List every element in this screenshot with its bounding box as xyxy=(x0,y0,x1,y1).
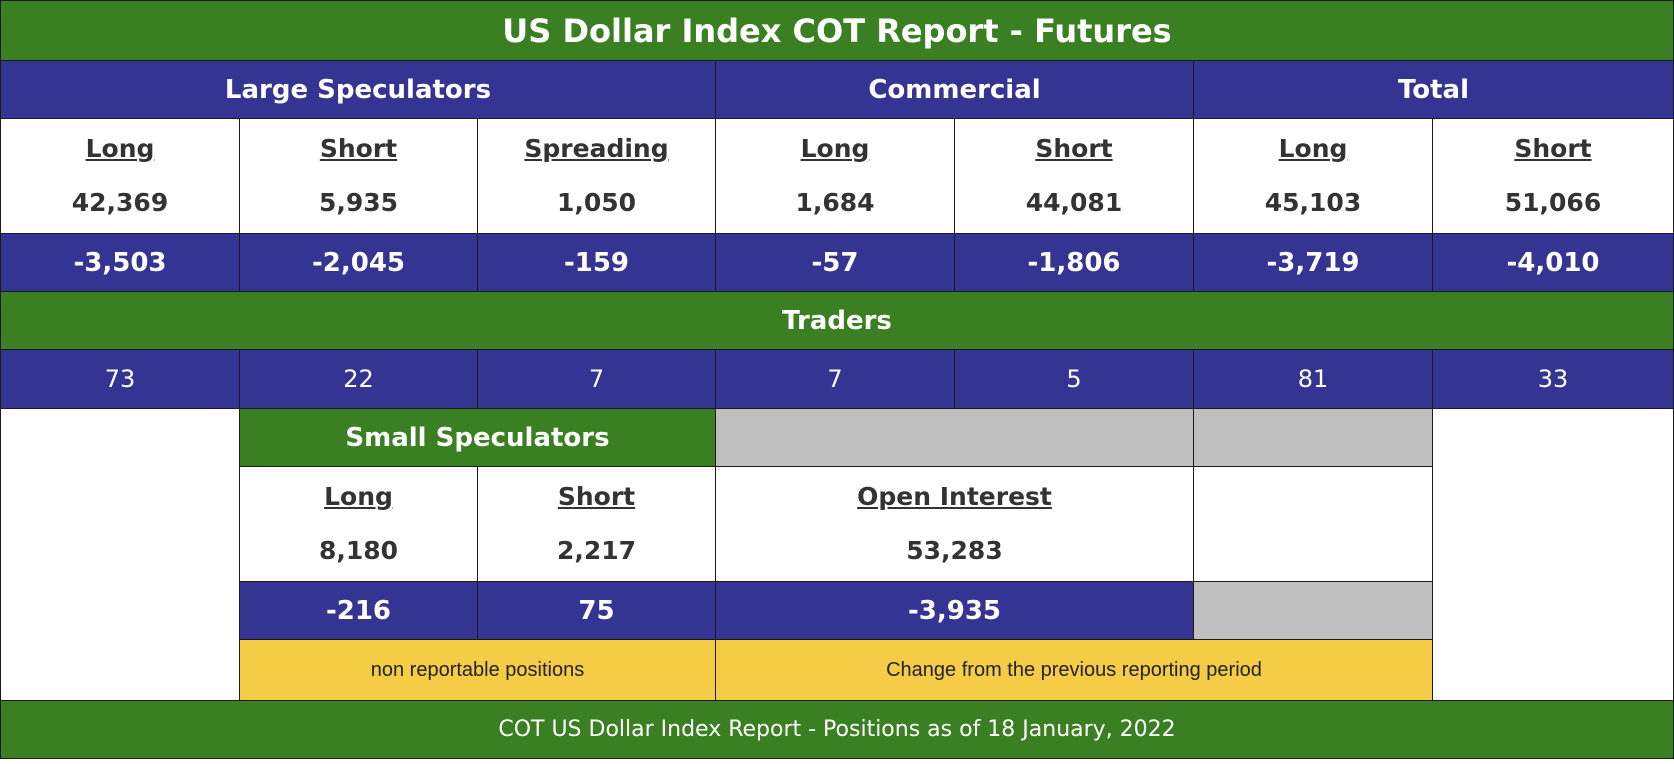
total-long-traders: 81 xyxy=(1193,349,1433,409)
small-spec-short-change: 75 xyxy=(477,581,716,640)
total-long-cell: Long 45,103 xyxy=(1193,118,1433,234)
header-commercial: Commercial xyxy=(715,60,1194,119)
gray-filler-cell-right xyxy=(1193,408,1433,467)
header-total: Total xyxy=(1193,60,1674,119)
large-spec-short-cell: Short 5,935 xyxy=(239,118,478,234)
commercial-short-traders: 5 xyxy=(954,349,1194,409)
commercial-long-traders: 7 xyxy=(715,349,955,409)
right-blank-cell xyxy=(1432,408,1674,701)
open-interest-cell: Open Interest 53,283 xyxy=(715,466,1194,582)
commercial-short-label: Short xyxy=(1035,134,1113,163)
commercial-long-label: Long xyxy=(800,134,870,163)
small-spec-short-label: Short xyxy=(557,482,636,511)
total-long-change: -3,719 xyxy=(1193,233,1433,292)
open-interest-change: -3,935 xyxy=(715,581,1194,640)
large-spec-spreading-change: -159 xyxy=(477,233,716,292)
large-spec-spreading-value: 1,050 xyxy=(556,188,637,217)
large-spec-short-value: 5,935 xyxy=(318,188,399,217)
large-spec-long-value: 42,369 xyxy=(71,188,169,217)
small-spec-long-change: -216 xyxy=(239,581,478,640)
total-short-cell: Short 51,066 xyxy=(1432,118,1674,234)
header-large-speculators: Large Speculators xyxy=(0,60,716,119)
commercial-long-change: -57 xyxy=(715,233,955,292)
gray-filler-cell-lower xyxy=(1193,581,1433,640)
small-spec-long-cell: Long 8,180 xyxy=(239,466,478,582)
left-blank-cell xyxy=(0,408,240,701)
large-spec-spreading-traders: 7 xyxy=(477,349,716,409)
small-spec-long-label: Long xyxy=(324,482,393,511)
open-interest-value: 53,283 xyxy=(906,536,1003,565)
commercial-long-value: 1,684 xyxy=(795,188,875,217)
total-long-value: 45,103 xyxy=(1264,188,1362,217)
large-spec-spreading-label: Spreading xyxy=(524,134,669,163)
large-spec-long-label: Long xyxy=(85,134,155,163)
large-spec-spreading-cell: Spreading 1,050 xyxy=(477,118,716,234)
large-spec-long-change: -3,503 xyxy=(0,233,240,292)
traders-header: Traders xyxy=(0,291,1674,350)
change-period-note: Change from the previous reporting perio… xyxy=(715,639,1433,701)
report-title: US Dollar Index COT Report - Futures xyxy=(0,0,1674,61)
commercial-short-change: -1,806 xyxy=(954,233,1194,292)
commercial-short-cell: Short 44,081 xyxy=(954,118,1194,234)
large-spec-short-label: Short xyxy=(319,134,398,163)
total-long-label: Long xyxy=(1278,134,1348,163)
total-short-label: Short xyxy=(1514,134,1592,163)
open-interest-label: Open Interest xyxy=(857,482,1052,511)
small-spec-short-cell: Short 2,217 xyxy=(477,466,716,582)
total-short-change: -4,010 xyxy=(1432,233,1674,292)
small-spec-long-value: 8,180 xyxy=(318,536,399,565)
blank-cell-right xyxy=(1193,466,1433,582)
gray-filler-cell xyxy=(715,408,1194,467)
commercial-short-value: 44,081 xyxy=(1025,188,1123,217)
total-short-value: 51,066 xyxy=(1504,188,1602,217)
total-short-traders: 33 xyxy=(1432,349,1674,409)
large-spec-short-traders: 22 xyxy=(239,349,478,409)
small-speculators-header: Small Speculators xyxy=(239,408,716,467)
large-spec-short-change: -2,045 xyxy=(239,233,478,292)
report-footer: COT US Dollar Index Report - Positions a… xyxy=(0,700,1674,759)
commercial-long-cell: Long 1,684 xyxy=(715,118,955,234)
non-reportable-note: non reportable positions xyxy=(239,639,716,701)
large-spec-long-traders: 73 xyxy=(0,349,240,409)
large-spec-long-cell: Long 42,369 xyxy=(0,118,240,234)
small-spec-short-value: 2,217 xyxy=(556,536,637,565)
